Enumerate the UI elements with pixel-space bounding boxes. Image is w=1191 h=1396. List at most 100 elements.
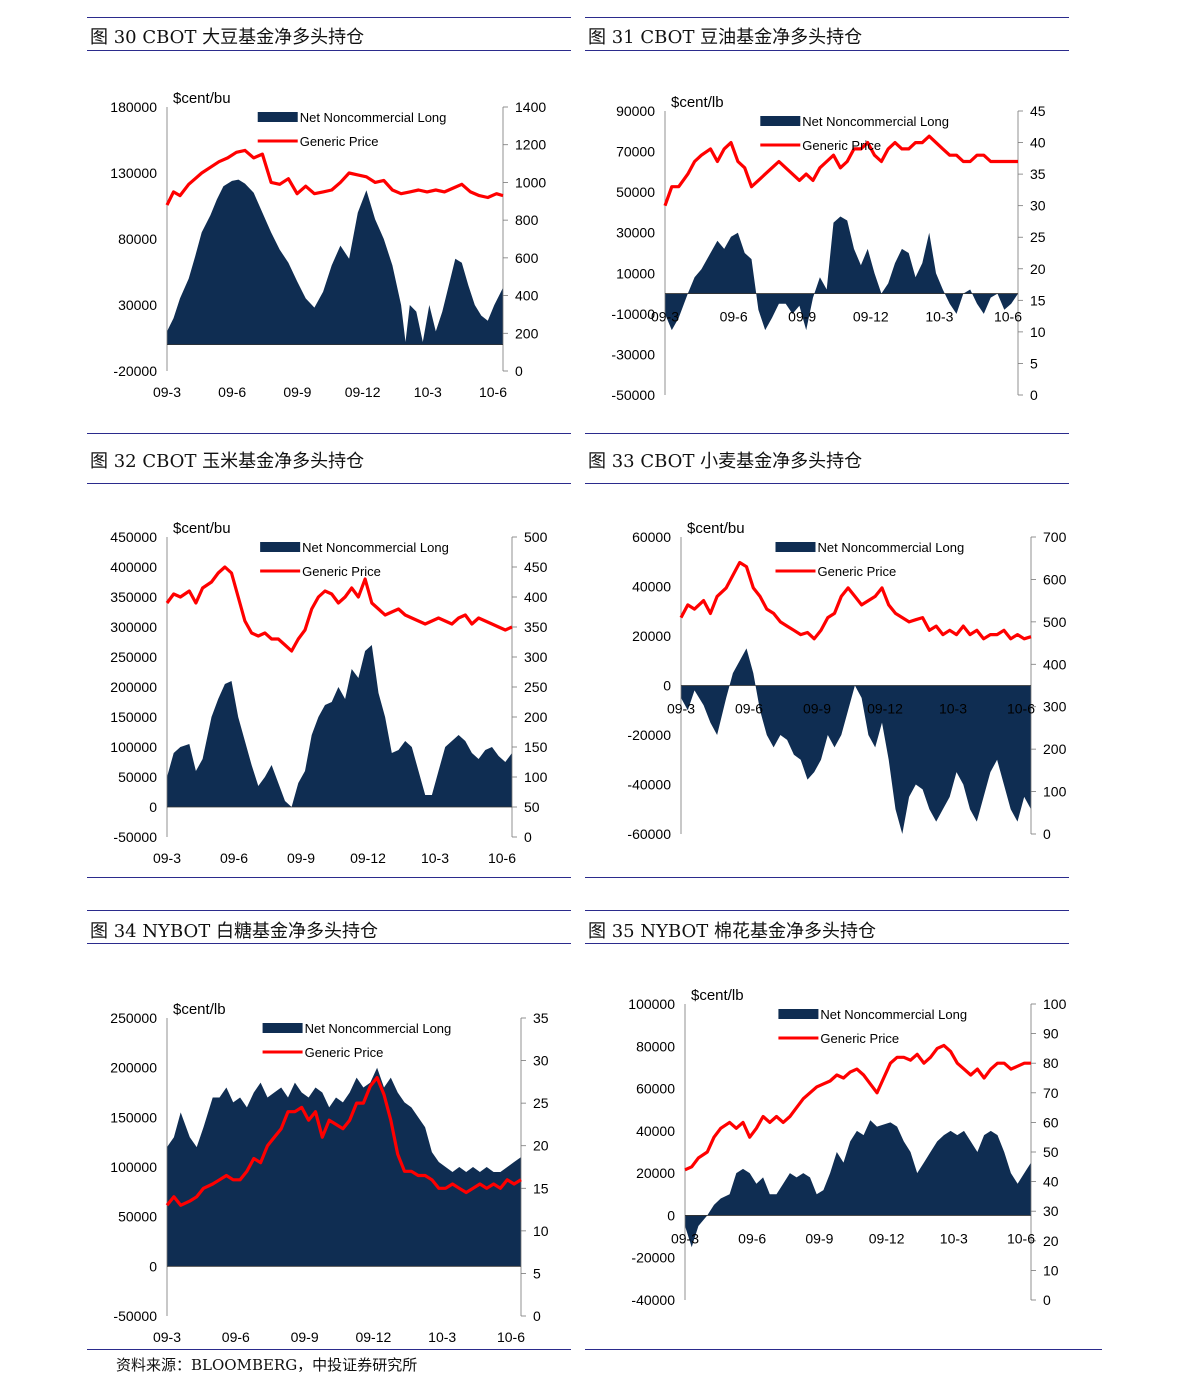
- right-tick-label: 25: [533, 1095, 549, 1111]
- right-tick-label: 5: [1030, 355, 1038, 371]
- left-tick-label: 0: [149, 1258, 157, 1274]
- left-tick-label: 200000: [110, 679, 157, 695]
- legend-label-price: Generic Price: [818, 564, 897, 579]
- left-tick-label: 100000: [110, 739, 157, 755]
- legend-label-net-long: Net Noncommercial Long: [802, 114, 949, 129]
- unit-label: $cent/bu: [173, 90, 231, 107]
- x-tick-label: 09-9: [805, 1230, 833, 1246]
- left-tick-label: 0: [149, 799, 157, 815]
- x-tick-label: 10-3: [925, 309, 953, 325]
- right-tick-label: 400: [524, 589, 548, 605]
- x-tick-label: 09-12: [853, 309, 889, 325]
- right-tick-label: 100: [1043, 996, 1067, 1012]
- left-tick-label: 200000: [110, 1060, 157, 1076]
- x-tick-label: 09-12: [869, 1230, 905, 1246]
- right-tick-label: 35: [1030, 166, 1046, 182]
- x-tick-label: 10-6: [479, 384, 507, 400]
- series-generic-price-line: [679, 560, 1032, 641]
- x-tick-label: 10-6: [1007, 701, 1035, 717]
- top-rule: [585, 910, 1069, 911]
- right-tick-label: 200: [524, 709, 548, 725]
- right-tick-label: 50: [1043, 1144, 1059, 1160]
- right-tick-label: 200: [515, 325, 539, 341]
- unit-label: $cent/lb: [671, 94, 724, 111]
- x-tick-label: 09-9: [283, 384, 311, 400]
- right-tick-label: 0: [1043, 1292, 1051, 1308]
- x-tick-label: 09-3: [153, 384, 181, 400]
- right-tick-label: 0: [533, 1308, 541, 1324]
- right-tick-label: 90: [1043, 1026, 1059, 1042]
- right-tick-label: 20: [533, 1138, 549, 1154]
- series-net-long-area: [681, 648, 1031, 834]
- right-tick-label: 1200: [515, 137, 546, 153]
- legend-area-swatch: [257, 112, 298, 122]
- figure-title: 图 31 CBOT 豆油基金净多头持仓: [588, 27, 863, 48]
- series-net-long-area: [685, 1120, 1031, 1248]
- legend-label-price: Generic Price: [802, 138, 881, 153]
- right-tick-label: 30: [1043, 1203, 1059, 1219]
- figure-title: 图 30 CBOT 大豆基金净多头持仓: [90, 27, 365, 48]
- legend-label-price: Generic Price: [305, 1045, 384, 1060]
- right-tick-label: 400: [1043, 656, 1067, 672]
- left-tick-label: 40000: [632, 579, 671, 595]
- title-rule: [87, 943, 571, 944]
- left-tick-label: -60000: [627, 826, 671, 842]
- left-tick-label: -40000: [631, 1292, 675, 1308]
- x-tick-label: 09-9: [788, 309, 816, 325]
- right-tick-label: 25: [1030, 229, 1046, 245]
- figure-title: 图 34 NYBOT 白糖基金净多头持仓: [90, 921, 379, 942]
- left-tick-label: 50000: [616, 184, 655, 200]
- right-tick-label: 0: [1043, 826, 1051, 842]
- right-tick-label: 70: [1043, 1085, 1059, 1101]
- left-tick-label: 70000: [616, 144, 655, 160]
- left-tick-label: -30000: [611, 346, 655, 362]
- left-tick-label: 130000: [110, 165, 157, 181]
- unit-label: $cent/lb: [691, 987, 744, 1004]
- right-tick-label: 35: [533, 1010, 549, 1026]
- left-tick-label: 50000: [118, 769, 157, 785]
- right-tick-label: 1000: [515, 174, 546, 190]
- title-rule: [87, 50, 571, 51]
- left-tick-label: -50000: [113, 829, 157, 845]
- series-net-long-area: [167, 645, 512, 807]
- left-tick-label: -20000: [113, 363, 157, 379]
- figure-title: 图 35 NYBOT 棉花基金净多头持仓: [588, 921, 877, 942]
- right-tick-label: 100: [524, 769, 548, 785]
- right-tick-label: 40: [1043, 1174, 1059, 1190]
- left-tick-label: 10000: [616, 265, 655, 281]
- title-rule: [87, 483, 571, 484]
- right-tick-label: 0: [515, 363, 523, 379]
- top-rule: [585, 17, 1069, 18]
- chart-sugar: 250000 200000 150000 100000 50000 0 -50000 35 30…: [110, 1001, 549, 1345]
- left-tick-label: 20000: [632, 628, 671, 644]
- left-tick-label: 150000: [110, 1109, 157, 1125]
- chart-soybean-oil: 90000 70000 50000 30000 10000 -10000 -30000 -50…: [611, 94, 1046, 403]
- left-tick-label: 60000: [636, 1081, 675, 1097]
- right-tick-label: 15: [1030, 292, 1046, 308]
- x-tick-label: 09-3: [651, 309, 679, 325]
- right-tick-label: 80: [1043, 1055, 1059, 1071]
- left-tick-label: 80000: [636, 1038, 675, 1054]
- series-generic-price-line: [684, 1043, 1031, 1172]
- x-tick-label: 09-6: [222, 1329, 250, 1345]
- right-tick-label: 200: [1043, 741, 1067, 757]
- x-tick-label: 09-6: [735, 701, 763, 717]
- right-tick-label: 10: [1030, 324, 1046, 340]
- top-rule: [87, 17, 571, 18]
- right-tick-label: 500: [524, 529, 548, 545]
- right-tick-label: 450: [524, 559, 548, 575]
- x-tick-label: 09-6: [218, 384, 246, 400]
- x-tick-label: 09-12: [867, 701, 903, 717]
- left-tick-label: 0: [667, 1207, 675, 1223]
- chart-cotton: 100000 80000 60000 40000 20000 0 -20000 -40000 1…: [628, 987, 1067, 1308]
- right-tick-label: 10: [1043, 1262, 1059, 1278]
- legend-area-swatch: [260, 542, 301, 552]
- right-tick-label: 150: [524, 739, 548, 755]
- legend-label-price: Generic Price: [300, 134, 379, 149]
- left-tick-label: 90000: [616, 103, 655, 119]
- left-tick-label: -40000: [627, 777, 671, 793]
- left-tick-label: -50000: [113, 1308, 157, 1324]
- legend-label-net-long: Net Noncommercial Long: [302, 540, 449, 555]
- right-tick-label: 250: [524, 679, 548, 695]
- series-generic-price-line: [165, 148, 504, 206]
